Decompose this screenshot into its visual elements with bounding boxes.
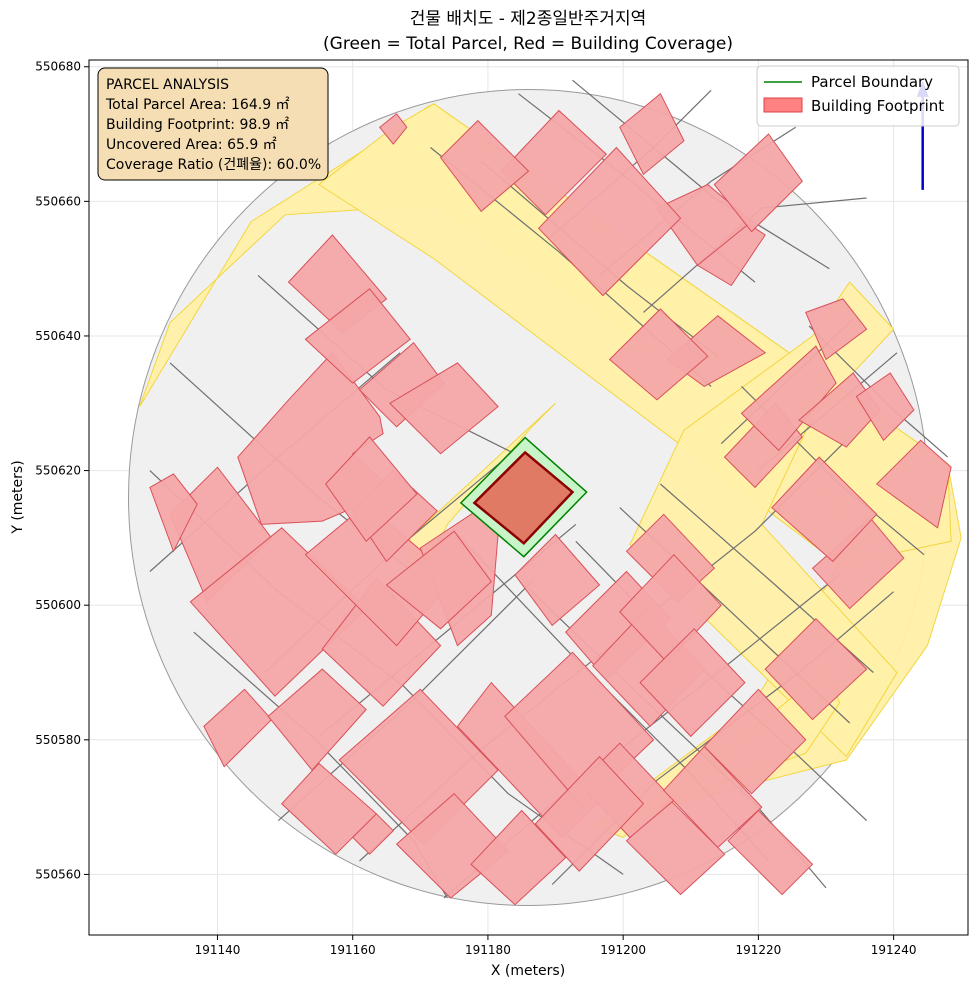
legend-label-building: Building Footprint [811, 97, 944, 115]
legend-building-patch [763, 97, 803, 113]
y-tick-label: 550600 [35, 598, 81, 612]
info-line-uncovered-area: Uncovered Area: 65.9 ㎡ [106, 137, 277, 153]
context-building [639, 628, 746, 738]
context-building [727, 809, 814, 896]
context-building [514, 533, 601, 627]
context-building [389, 362, 499, 455]
context-building [304, 288, 411, 384]
context-building [764, 617, 868, 721]
y-axis-label: Y (meters) [10, 460, 26, 534]
lot-boundary-line [480, 160, 719, 357]
info-line-parcel-area: Total Parcel Area: 164.9 ㎡ [105, 97, 290, 113]
x-axis-label: X (meters) [491, 963, 565, 979]
y-tick-label: 550560 [35, 867, 81, 881]
context-building [875, 439, 952, 529]
legend-frame [756, 65, 960, 127]
y-axis-ticks: 550560 550580 550600 550620 550640 550660 5506… [35, 60, 89, 881]
info-line-heading: PARCEL ANALYSIS [106, 77, 229, 93]
x-tick-label: 191240 [871, 943, 917, 957]
target-building-polygon [472, 450, 575, 546]
context-building [439, 119, 530, 213]
context-building [537, 146, 682, 297]
chart-subtitle: (Green = Total Parcel, Red = Building Co… [323, 34, 733, 54]
context-buildings [149, 92, 952, 906]
context-building [500, 109, 608, 216]
context-building [855, 372, 915, 442]
legend: Parcel Boundary Building Footprint [756, 65, 960, 127]
context-building [619, 553, 722, 664]
context-building [470, 809, 567, 906]
context-building [663, 745, 763, 849]
x-tick-label: 191200 [600, 943, 646, 957]
x-axis-ticks: 191140 191160 191180 191200 191220 191240 [195, 935, 917, 957]
y-tick-label: 550680 [35, 60, 81, 74]
info-line-building-footprint: Building Footprint: 98.9 ㎡ [106, 117, 289, 133]
context-building [267, 668, 367, 771]
x-tick-label: 191160 [330, 943, 376, 957]
context-building [608, 308, 709, 401]
y-tick-label: 550640 [35, 329, 81, 343]
context-building [351, 813, 395, 855]
chart-title: 건물 배치도 - 제2종일반주거지역 [410, 9, 646, 29]
plot-frame [88, 59, 969, 936]
context-building [713, 133, 803, 233]
context-building [534, 755, 645, 872]
context-building [619, 92, 685, 176]
info-box-background [97, 67, 329, 181]
context-building [385, 530, 492, 630]
legend-label-parcel: Parcel Boundary [811, 73, 933, 91]
context-building [703, 688, 807, 795]
x-tick-label: 191220 [735, 943, 781, 957]
context-building [378, 113, 408, 145]
x-tick-label: 191180 [465, 943, 511, 957]
y-tick-label: 550660 [35, 194, 81, 208]
parcel-analysis-box: PARCEL ANALYSIS Total Parcel Area: 164.9… [97, 67, 329, 181]
context-building [325, 436, 418, 543]
x-tick-label: 191140 [195, 943, 241, 957]
context-building [805, 298, 868, 361]
context-building [771, 456, 878, 563]
y-tick-label: 550620 [35, 464, 81, 478]
context-building [740, 345, 837, 452]
y-tick-label: 550580 [35, 733, 81, 747]
target-parcel-group [459, 436, 588, 558]
info-line-coverage-ratio: Coverage Ratio (건폐율): 60.0% [106, 157, 321, 173]
context-building [149, 473, 198, 553]
